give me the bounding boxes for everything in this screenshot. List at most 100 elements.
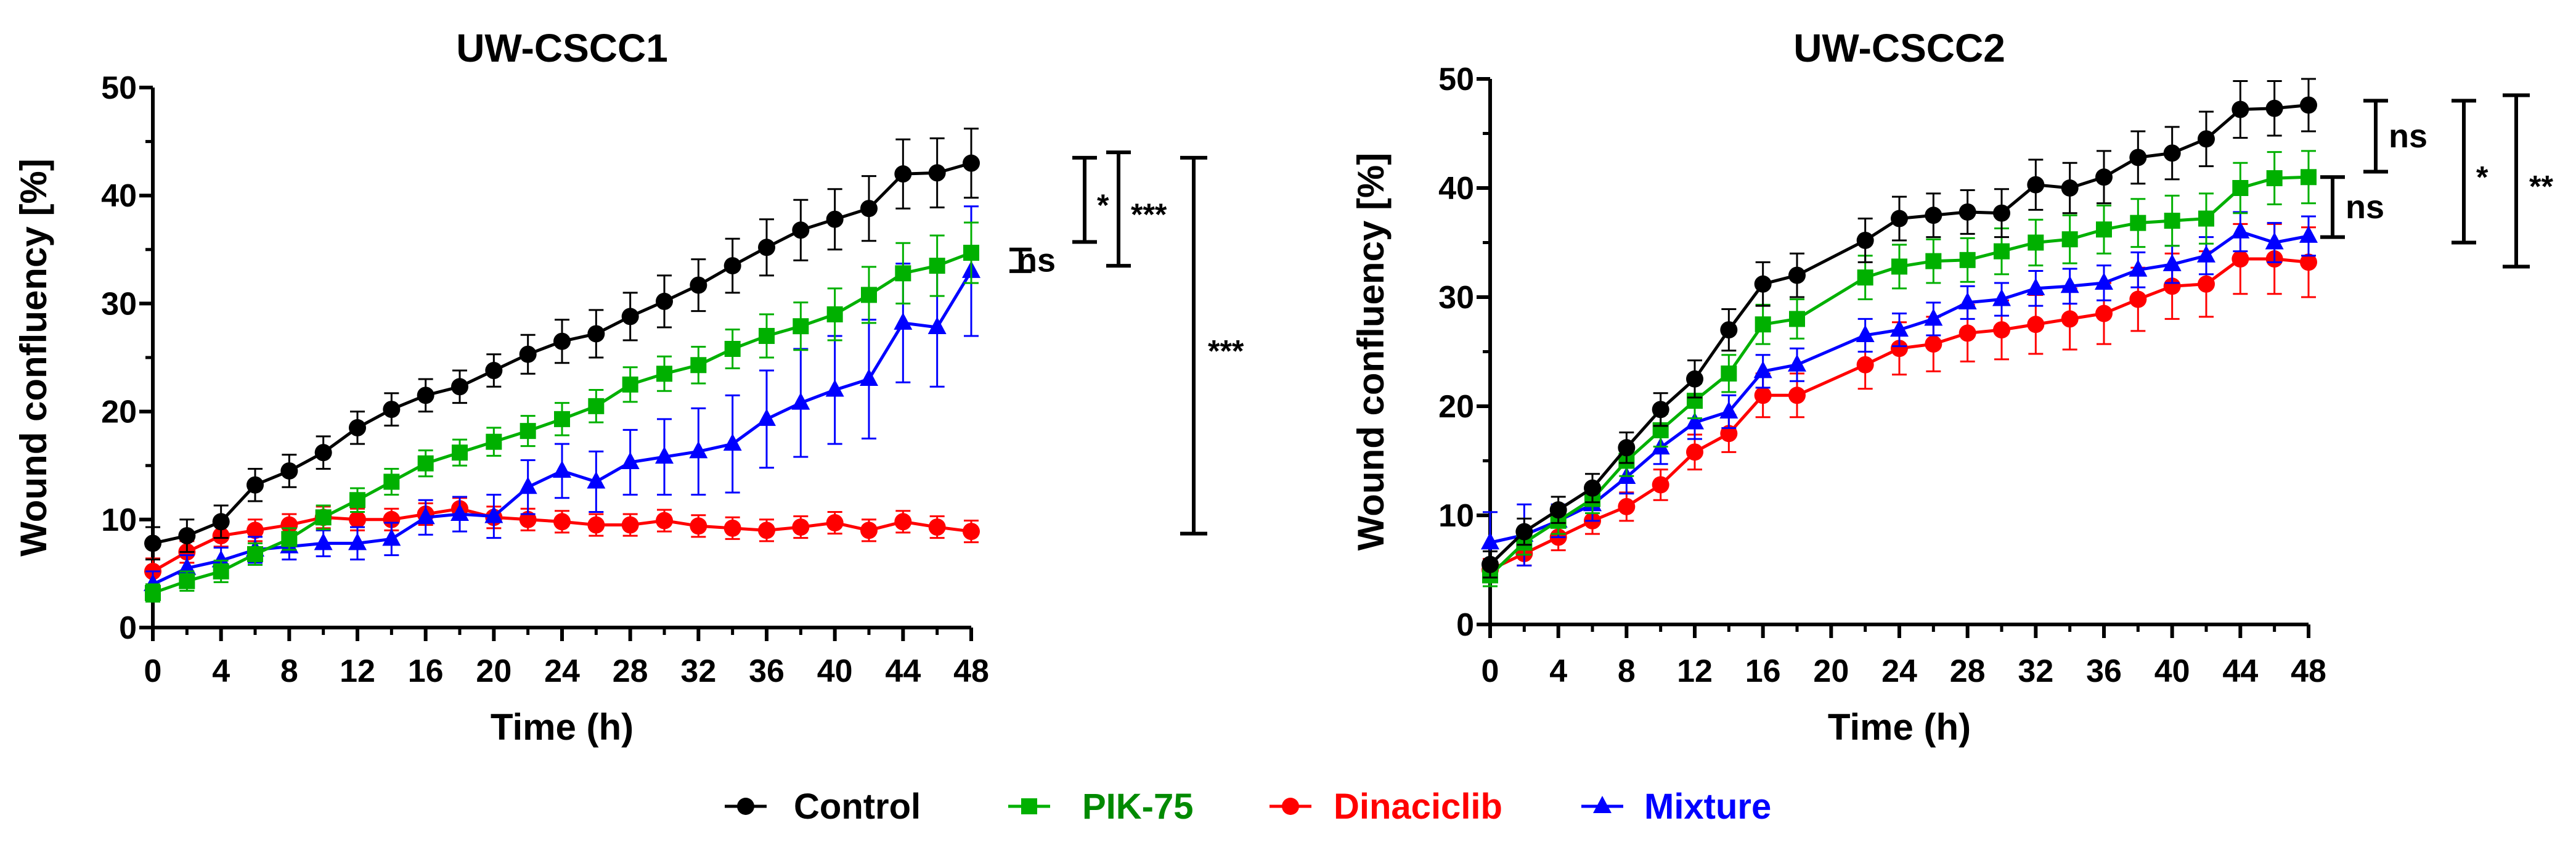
x-tick-label: 4 bbox=[1549, 653, 1567, 689]
data-point bbox=[895, 265, 911, 282]
legend-label: PIK-75 bbox=[1082, 787, 1194, 827]
data-point bbox=[2095, 272, 2113, 290]
y-tick-label: 20 bbox=[101, 395, 137, 430]
data-point bbox=[554, 411, 570, 427]
data-point bbox=[963, 523, 980, 541]
data-point bbox=[860, 369, 878, 387]
data-point bbox=[1994, 243, 2010, 260]
data-point bbox=[349, 492, 365, 509]
y-axis-label: Wound confluency [%] bbox=[1350, 153, 1392, 551]
x-tick-label: 32 bbox=[680, 653, 716, 689]
data-point bbox=[825, 379, 844, 397]
legend: Control PIK-75 Dinaciclib Mixture bbox=[725, 787, 1771, 827]
data-point bbox=[281, 531, 298, 547]
x-tick-label: 20 bbox=[1813, 653, 1849, 689]
data-point bbox=[656, 292, 673, 310]
data-point bbox=[759, 327, 775, 344]
data-point bbox=[212, 513, 230, 531]
data-point bbox=[1584, 479, 1601, 497]
data-point bbox=[1719, 401, 1738, 419]
legend-label: Control bbox=[794, 787, 921, 827]
legend-marker bbox=[1021, 798, 1037, 814]
data-point bbox=[2028, 234, 2044, 251]
data-point bbox=[450, 504, 469, 522]
data-point bbox=[2232, 250, 2249, 268]
legend-item-control: Control bbox=[725, 787, 921, 827]
significance-bracket: ns bbox=[2320, 175, 2384, 239]
data-point bbox=[280, 462, 298, 480]
data-point bbox=[451, 378, 468, 396]
x-tick-label: 4 bbox=[212, 653, 230, 689]
data-point bbox=[1891, 340, 1908, 358]
y-axis-label: Wound confluency [%] bbox=[13, 158, 54, 557]
data-point bbox=[724, 340, 741, 357]
legend-item-mixture: Mixture bbox=[1581, 787, 1771, 827]
data-point bbox=[758, 239, 775, 256]
data-point bbox=[622, 376, 638, 393]
data-point bbox=[826, 210, 844, 228]
chart-title: UW-CSCC1 bbox=[456, 26, 668, 70]
data-point bbox=[621, 451, 640, 469]
y-tick-label: 40 bbox=[101, 178, 137, 214]
data-point bbox=[1755, 316, 1771, 333]
data-point bbox=[1720, 321, 1738, 339]
x-tick-label: 40 bbox=[2154, 653, 2190, 689]
data-point bbox=[1925, 335, 1942, 353]
data-point bbox=[2163, 144, 2181, 162]
data-point bbox=[1686, 370, 1703, 388]
x-tick-label: 8 bbox=[1618, 653, 1636, 689]
data-point bbox=[1925, 253, 1942, 269]
data-point bbox=[860, 522, 878, 539]
x-axis-label: Time (h) bbox=[1828, 706, 1971, 748]
significance-label: *** bbox=[1131, 197, 1167, 232]
data-point bbox=[1856, 324, 1875, 342]
legend-marker bbox=[737, 798, 754, 815]
series-pik-75 bbox=[1482, 150, 2317, 587]
data-point bbox=[1993, 204, 2010, 222]
y-tick-label: 50 bbox=[101, 70, 137, 106]
data-point bbox=[1754, 275, 1772, 293]
data-point bbox=[621, 516, 639, 534]
data-point bbox=[314, 533, 333, 550]
y-tick-label: 0 bbox=[1456, 607, 1474, 643]
data-point bbox=[1549, 501, 1567, 519]
x-tick-label: 24 bbox=[544, 653, 580, 689]
y-tick-label: 30 bbox=[1438, 280, 1474, 316]
data-point bbox=[690, 517, 707, 535]
legend-label: Mixture bbox=[1644, 787, 1771, 827]
data-point bbox=[1482, 555, 1499, 573]
data-point bbox=[452, 444, 468, 461]
data-point bbox=[690, 357, 707, 374]
data-point bbox=[2299, 225, 2318, 243]
data-point bbox=[2266, 170, 2283, 187]
legend-marker bbox=[1593, 796, 1612, 813]
data-point bbox=[1890, 319, 1909, 337]
x-tick-label: 36 bbox=[749, 653, 785, 689]
data-point bbox=[894, 165, 912, 183]
data-point bbox=[211, 550, 230, 568]
data-point bbox=[758, 522, 775, 539]
x-tick-label: 36 bbox=[2086, 653, 2122, 689]
data-point bbox=[2232, 100, 2249, 118]
data-point bbox=[1753, 361, 1772, 378]
data-point bbox=[280, 516, 298, 534]
data-point bbox=[963, 154, 980, 172]
data-point bbox=[1515, 523, 1533, 541]
data-point bbox=[792, 518, 810, 536]
data-point bbox=[929, 258, 945, 274]
data-point bbox=[928, 518, 946, 536]
data-point bbox=[793, 318, 809, 335]
data-point bbox=[690, 276, 707, 294]
x-tick-label: 12 bbox=[1677, 653, 1713, 689]
significance-label: ns bbox=[2346, 189, 2384, 226]
x-tick-label: 48 bbox=[953, 653, 989, 689]
y-tick-label: 10 bbox=[1438, 498, 1474, 534]
data-point bbox=[757, 408, 776, 426]
data-point bbox=[2027, 176, 2045, 194]
data-point bbox=[247, 546, 263, 562]
data-point bbox=[1891, 210, 1908, 227]
data-point bbox=[1958, 292, 1977, 309]
